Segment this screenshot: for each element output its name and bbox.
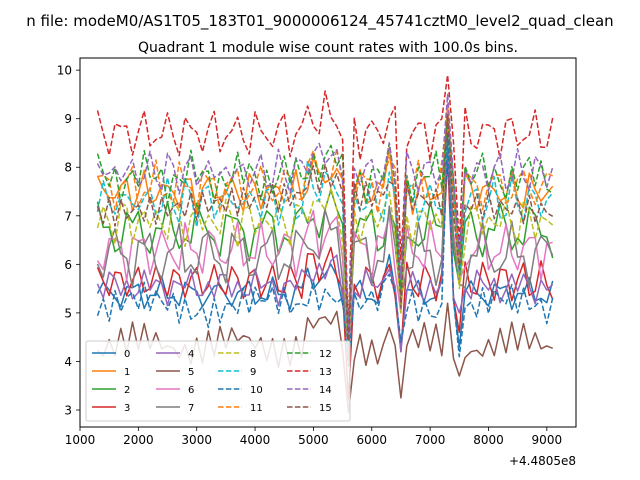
- x-tick-label: 5000: [298, 433, 329, 447]
- legend-label-9: 9: [250, 367, 256, 378]
- legend-label-0: 0: [124, 349, 130, 360]
- x-tick-label: 7000: [415, 433, 446, 447]
- legend-label-8: 8: [250, 349, 256, 360]
- x-tick-label: 4000: [240, 433, 271, 447]
- legend-label-14: 14: [319, 385, 332, 396]
- series-line-15: [96, 113, 554, 358]
- legend-label-4: 4: [188, 349, 194, 360]
- y-tick-label: 7: [64, 209, 72, 223]
- legend-label-5: 5: [188, 367, 194, 378]
- x-axis-offset-label: +4.4805e8: [509, 454, 576, 468]
- x-axis: 1000 2000 3000 4000 5000 6000 7000 8000 9000: [65, 427, 562, 447]
- y-tick-label: 5: [64, 306, 72, 320]
- x-tick-label: 1000: [65, 433, 96, 447]
- series-line-3: [96, 156, 554, 402]
- series-line-6: [96, 122, 553, 368]
- legend-label-3: 3: [124, 403, 130, 414]
- x-tick-label: 8000: [473, 433, 504, 447]
- legend-label-2: 2: [124, 385, 130, 396]
- series-line-4: [96, 137, 554, 353]
- legend-label-1: 1: [124, 367, 130, 378]
- y-tick-label: 6: [64, 258, 72, 272]
- y-tick-label: 10: [57, 64, 72, 78]
- legend-label-12: 12: [319, 349, 332, 360]
- y-tick-label: 8: [64, 161, 72, 175]
- legend-label-13: 13: [319, 367, 332, 378]
- y-axis: 3 4 5 6 7 8 9 10: [57, 64, 80, 418]
- legend-label-11: 11: [250, 403, 263, 414]
- legend-label-15: 15: [319, 403, 332, 414]
- figure-suptitle: n file: modeM0/AS1T05_183T01_9000006124_…: [26, 12, 613, 31]
- legend-label-6: 6: [188, 385, 194, 396]
- legend-label-7: 7: [188, 403, 194, 414]
- legend-label-10: 10: [250, 385, 263, 396]
- legend-box: [85, 340, 351, 422]
- plot-area-frame: [79, 57, 577, 428]
- series-line-12: [96, 117, 554, 343]
- series-line-11: [97, 113, 554, 334]
- x-tick-label: 3000: [181, 433, 212, 447]
- y-tick-label: 9: [64, 112, 72, 126]
- y-tick-label: 3: [64, 404, 72, 418]
- x-tick-label: 2000: [123, 433, 154, 447]
- series-line-14: [96, 93, 554, 338]
- series-line-10: [96, 132, 554, 368]
- plot-lines: [96, 74, 554, 414]
- series-line-9: [96, 132, 554, 353]
- x-tick-label: 6000: [356, 433, 387, 447]
- y-tick-label: 4: [64, 355, 72, 369]
- series-line-7: [96, 117, 554, 348]
- chart-title: Quadrant 1 module wise count rates with …: [138, 40, 518, 56]
- x-tick-label: 9000: [532, 433, 563, 447]
- series-line-13: [96, 74, 554, 334]
